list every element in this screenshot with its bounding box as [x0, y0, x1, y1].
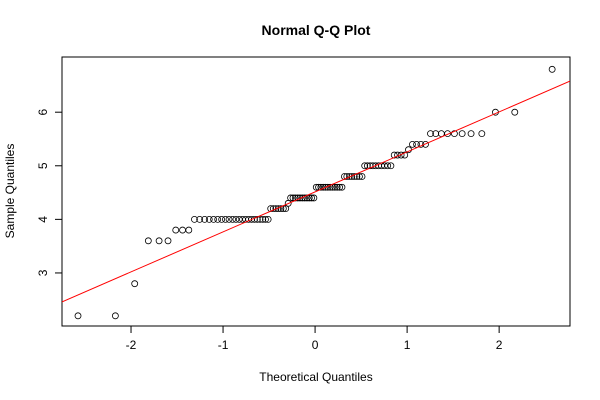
point [384, 162, 392, 170]
y-tick-label: 5 [36, 162, 50, 169]
point [345, 173, 353, 180]
point [282, 205, 290, 213]
y-tick-label: 6 [36, 109, 50, 116]
point [164, 237, 172, 245]
x-tick-label: -2 [126, 338, 137, 352]
point [548, 65, 556, 73]
point [253, 215, 261, 223]
point [191, 215, 198, 223]
point [427, 130, 434, 138]
point [185, 226, 193, 234]
point [264, 215, 272, 223]
point [262, 215, 269, 223]
point [287, 194, 295, 202]
point [272, 205, 280, 213]
point [336, 183, 343, 191]
point [289, 194, 297, 202]
chart-title: Normal Q-Q Plot [262, 22, 371, 38]
point [451, 130, 458, 138]
point [458, 130, 466, 138]
point [201, 215, 209, 223]
point [225, 215, 233, 223]
point [210, 215, 217, 223]
x-axis-label: Theoretical Quantiles [259, 370, 372, 384]
x-tick-label: 0 [312, 338, 319, 352]
x-tick-label: 2 [496, 338, 503, 352]
point [478, 130, 486, 138]
reference-line [62, 80, 570, 303]
point [511, 108, 519, 116]
point [387, 162, 395, 170]
point [298, 194, 306, 202]
point [172, 226, 180, 234]
y-tick-label: 3 [36, 269, 50, 276]
point [74, 312, 82, 320]
point [222, 215, 229, 223]
point [296, 194, 304, 202]
point [205, 215, 213, 223]
point [155, 237, 163, 245]
y-tick-label: 4 [36, 216, 50, 223]
point [218, 215, 226, 223]
point [131, 280, 139, 288]
point [331, 183, 339, 191]
x-tick-label: 1 [404, 338, 411, 352]
y-axis-label: Sample Quantiles [3, 144, 17, 239]
point [256, 215, 264, 223]
point [444, 130, 452, 138]
point [310, 194, 318, 202]
plot-frame [61, 56, 571, 327]
point [326, 183, 334, 191]
point [358, 173, 366, 180]
point [322, 183, 329, 191]
point [333, 183, 341, 191]
point [229, 215, 237, 223]
point [361, 162, 369, 170]
point [259, 215, 267, 223]
point [401, 151, 409, 159]
point [397, 151, 405, 159]
point [390, 151, 398, 159]
point [277, 205, 285, 213]
point [338, 183, 346, 191]
point [232, 215, 240, 223]
x-tick-label: -1 [218, 338, 229, 352]
point [422, 140, 429, 148]
point [356, 173, 363, 180]
point [308, 194, 315, 202]
point [317, 183, 325, 191]
point [111, 312, 119, 320]
point [467, 130, 475, 138]
point [196, 215, 204, 223]
point [144, 237, 152, 245]
point [409, 140, 416, 148]
point [348, 173, 356, 180]
point [214, 215, 222, 223]
point [312, 183, 320, 191]
